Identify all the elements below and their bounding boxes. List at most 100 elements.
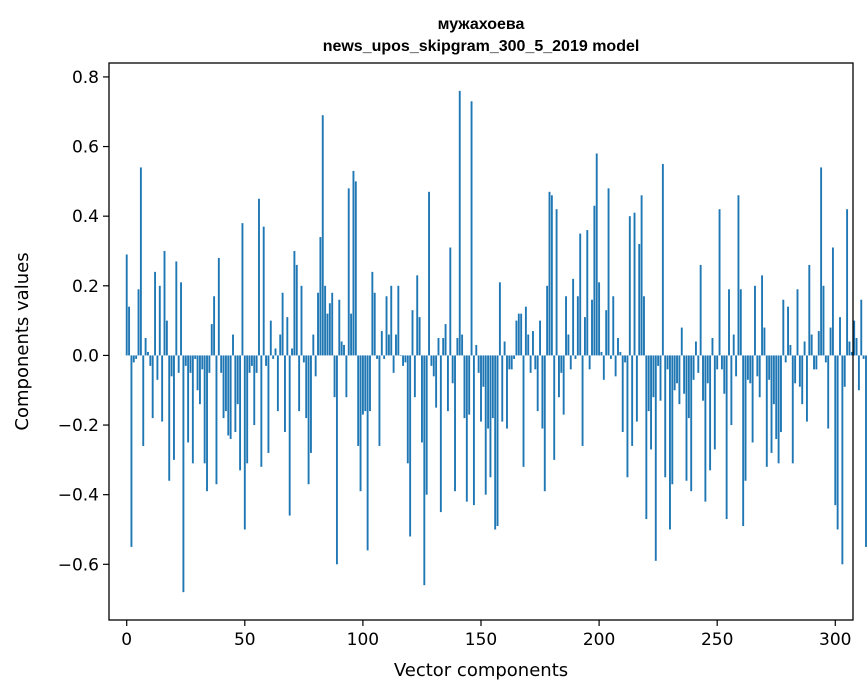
chart-title: мужахоева: [438, 16, 525, 33]
bar-218: [640, 195, 643, 356]
bar-126: [423, 355, 426, 586]
bar-206: [612, 296, 615, 356]
bar-212: [626, 355, 629, 478]
bar-207: [614, 355, 617, 377]
bar-114: [395, 334, 397, 356]
bar-248: [711, 338, 714, 356]
bar-197: [591, 299, 593, 356]
bar-209: [619, 351, 622, 356]
bar-88: [333, 355, 336, 398]
bar-203: [605, 310, 608, 356]
bar-195: [586, 230, 589, 356]
bar-312: [862, 355, 865, 359]
bar-154: [489, 355, 492, 478]
bar-299: [831, 247, 834, 356]
bar-208: [617, 338, 619, 356]
bars-group: [125, 90, 867, 593]
bar-288: [806, 355, 808, 422]
bar-94: [347, 188, 350, 356]
bar-84: [324, 285, 327, 356]
y-tick-label: 0.0: [72, 346, 99, 366]
bar-237: [685, 355, 688, 481]
bar-39: [217, 257, 220, 356]
bar-303: [841, 355, 844, 565]
x-axis-label: Vector components: [394, 660, 568, 681]
bar-235: [680, 327, 683, 356]
bar-98: [357, 355, 360, 446]
bar-232: [673, 355, 676, 391]
bar-135: [444, 324, 447, 356]
bar-75: [302, 355, 305, 363]
chart-subtitle: news_upos_skipgram_300_5_2019 model: [323, 38, 640, 55]
bar-132: [437, 338, 440, 356]
x-tick-label: 250: [701, 630, 733, 650]
bar-55: [255, 355, 258, 373]
bar-11: [151, 355, 154, 419]
x-tick-label: 100: [347, 630, 379, 650]
bar-152: [484, 355, 487, 495]
bar-250: [716, 355, 719, 370]
bar-115: [397, 285, 400, 356]
bar-1: [128, 306, 131, 356]
bar-221: [647, 355, 650, 412]
bar-242: [697, 355, 700, 373]
bar-91: [340, 341, 343, 356]
bar-258: [735, 355, 738, 377]
bar-204: [607, 188, 610, 356]
bar-262: [744, 355, 747, 481]
bar-36: [210, 324, 213, 356]
bar-12: [154, 271, 156, 356]
bar-96: [352, 170, 355, 356]
bar-228: [664, 355, 667, 478]
bar-123: [416, 275, 419, 356]
bar-85: [326, 313, 329, 356]
bar-38: [215, 355, 218, 485]
bar-304: [843, 355, 846, 387]
bar-266: [754, 285, 756, 356]
bar-107: [378, 355, 381, 446]
bar-119: [406, 355, 409, 464]
bar-6: [139, 167, 142, 356]
bar-249: [713, 355, 716, 450]
bar-112: [390, 285, 393, 356]
bar-306: [848, 341, 851, 356]
bar-33: [203, 355, 206, 464]
bar-261: [742, 355, 745, 527]
bar-139: [454, 355, 456, 492]
bar-138: [451, 355, 454, 384]
y-tick-label: 0.8: [72, 68, 99, 88]
x-tick-label: 0: [121, 630, 132, 650]
bar-240: [692, 355, 695, 380]
bar-185: [562, 355, 565, 415]
bar-191: [576, 296, 579, 356]
bar-27: [189, 355, 192, 373]
bar-298: [829, 327, 832, 356]
bar-174: [536, 355, 539, 412]
bar-104: [371, 271, 374, 356]
bar-31: [198, 355, 201, 405]
bar-293: [817, 331, 820, 356]
bar-62: [272, 355, 275, 359]
bar-254: [725, 355, 728, 520]
bar-161: [506, 355, 508, 429]
bar-167: [520, 313, 523, 356]
bar-49: [241, 223, 244, 356]
bar-227: [661, 163, 664, 356]
bar-42: [224, 355, 227, 412]
bar-236: [683, 355, 686, 394]
bar-297: [827, 355, 830, 429]
bar-58: [262, 226, 265, 356]
bar-216: [635, 355, 638, 422]
bar-90: [338, 299, 341, 356]
y-tick-label: −0.2: [58, 416, 99, 436]
bar-205: [609, 355, 612, 359]
bar-165: [515, 320, 518, 356]
bar-54: [253, 355, 256, 426]
bar-63: [274, 348, 277, 356]
bar-170: [527, 334, 530, 356]
bar-214: [631, 355, 634, 446]
bar-244: [702, 355, 704, 401]
bar-255: [728, 289, 730, 356]
bar-199: [595, 153, 598, 356]
